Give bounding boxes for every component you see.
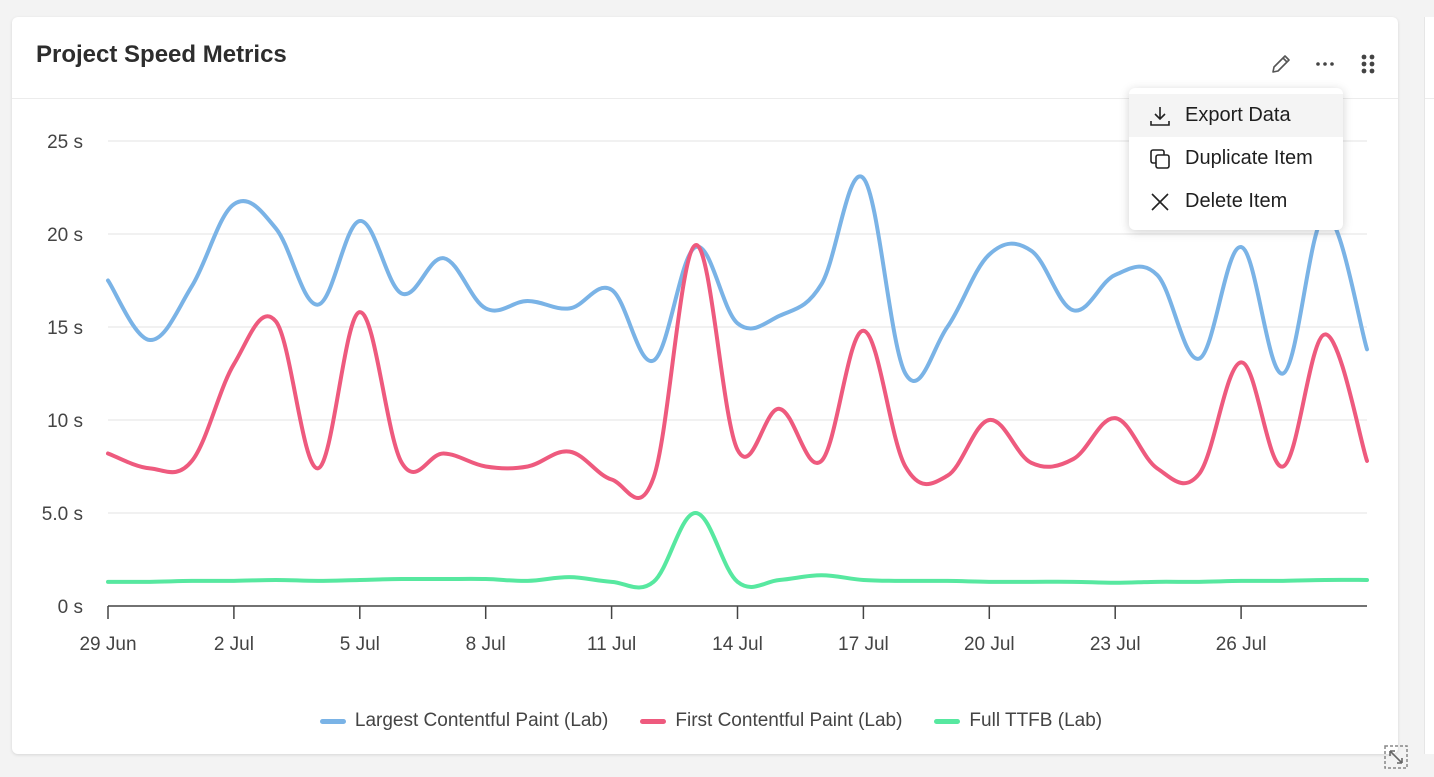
y-tick-label: 10 s	[47, 411, 83, 432]
menu-item-label: Duplicate Item	[1185, 147, 1313, 169]
series-line-lcp	[106, 174, 1369, 383]
x-tick-label: 29 Jun	[79, 634, 136, 655]
legend-label: First Contentful Paint (Lab)	[675, 710, 903, 731]
series-line-ttfb	[106, 511, 1369, 590]
legend-item-lcp[interactable]: Largest Contentful Paint (Lab)	[319, 710, 609, 732]
resize-icon[interactable]	[1384, 745, 1408, 769]
chart-legend: Largest Contentful Paint (Lab) First Con…	[12, 710, 1410, 732]
series-line-fcp	[106, 243, 1369, 500]
adjacent-card	[1424, 17, 1434, 754]
legend-swatch	[934, 718, 961, 724]
x-tick-label: 5 Jul	[340, 634, 380, 655]
duplicate-icon	[1147, 146, 1173, 172]
pencil-icon[interactable]	[1268, 51, 1294, 77]
x-tick-label: 23 Jul	[1090, 634, 1141, 655]
delete-item-menu-item[interactable]: Delete Item	[1129, 180, 1343, 223]
x-tick-label: 2 Jul	[214, 634, 254, 655]
x-tick-label: 26 Jul	[1216, 634, 1267, 655]
y-tick-label: 0 s	[58, 597, 83, 618]
menu-item-label: Delete Item	[1185, 190, 1288, 212]
legend-item-ttfb[interactable]: Full TTFB (Lab)	[934, 710, 1102, 732]
menu-item-label: Export Data	[1185, 104, 1291, 126]
x-tick-label: 20 Jul	[964, 634, 1015, 655]
x-tick-label: 11 Jul	[587, 634, 636, 655]
x-tick-label: 14 Jul	[712, 634, 763, 655]
card-title: Project Speed Metrics	[36, 41, 287, 68]
export-data-menu-item[interactable]: Export Data	[1129, 94, 1343, 137]
card-header: Project Speed Metrics	[12, 17, 1398, 99]
y-tick-label: 25 s	[47, 132, 83, 153]
y-tick-label: 20 s	[47, 225, 83, 246]
legend-label: Full TTFB (Lab)	[969, 710, 1103, 731]
y-tick-label: 15 s	[47, 318, 83, 339]
context-menu: Export Data Duplicate Item Delete Item	[1129, 88, 1343, 230]
more-horizontal-icon[interactable]	[1312, 51, 1338, 77]
legend-item-fcp[interactable]: First Contentful Paint (Lab)	[640, 710, 902, 732]
legend-swatch	[319, 718, 346, 724]
x-tick-label: 8 Jul	[466, 634, 506, 655]
duplicate-item-menu-item[interactable]: Duplicate Item	[1129, 137, 1343, 180]
x-tick-label: 17 Jul	[838, 634, 889, 655]
legend-swatch	[640, 718, 667, 724]
drag-handle-icon[interactable]	[1355, 51, 1381, 77]
close-icon	[1147, 189, 1173, 215]
legend-label: Largest Contentful Paint (Lab)	[354, 710, 609, 731]
y-tick-label: 5.0 s	[42, 504, 83, 525]
download-icon	[1147, 103, 1173, 129]
